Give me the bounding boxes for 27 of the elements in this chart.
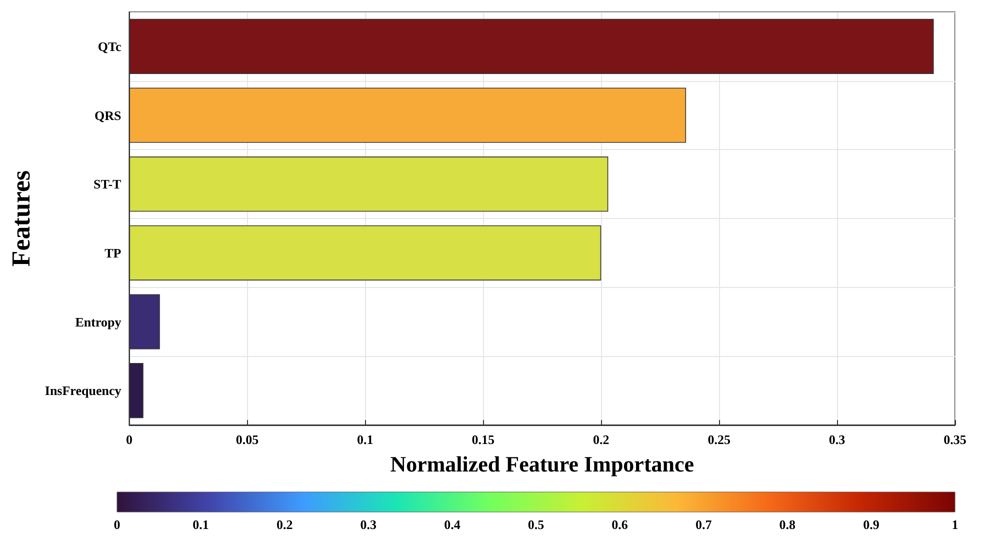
x-tick-label: 0.3 [828,432,846,447]
color-bar-label: 0.2 [276,517,293,532]
color-bar-label: 0.8 [779,517,796,532]
x-tick-label: 0.2 [592,432,610,447]
color-bar-label: 0 [114,517,120,532]
x-tick-label: 0 [126,432,132,447]
color-bar-label: 1 [952,517,958,532]
y-tick-label: ST-T [94,176,122,192]
color-bar-label: 0.7 [695,517,712,532]
color-bar-label: 0.9 [863,517,880,532]
x-tick-label: 0.15 [472,432,496,447]
color-bar-label: 0.1 [192,517,209,532]
y-tick-label: QRS [94,108,122,123]
y-axis-title: Features [6,170,36,267]
color-bar-label: 0.4 [444,517,461,532]
y-tick-label: Entropy [75,314,122,330]
x-axis-title: Normalized Feature Importance [390,452,694,476]
x-tick-label: 0.35 [944,432,967,447]
color-bar-label: 0.3 [360,517,378,532]
x-tick-label: 0.05 [236,432,260,447]
x-tick-label: 0.1 [357,432,374,447]
y-tick-label: QTc [98,38,122,54]
color-bar-label: 0.6 [612,517,628,532]
y-tick-label: InsFrequency [44,383,122,398]
color-bar-label: 0.5 [528,517,545,532]
y-tick-label: TP [104,245,122,260]
x-tick-label: 0.25 [708,432,731,447]
